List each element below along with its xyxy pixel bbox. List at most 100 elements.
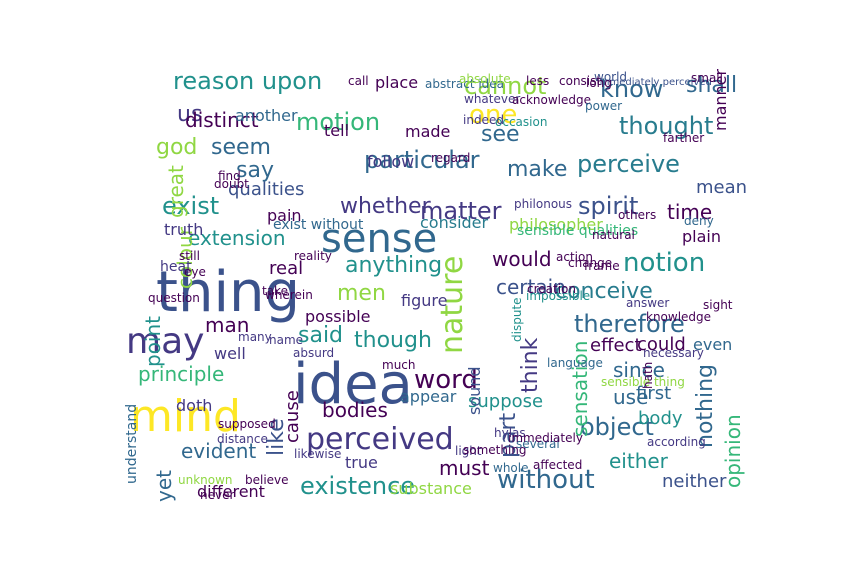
cloud-word: cannot [464,72,547,100]
cloud-word: find [218,169,241,183]
cloud-word: philosopher [509,215,603,234]
cloud-word: sensible qualities [517,223,639,239]
cloud-word: exist [162,192,220,220]
cloud-word: less [526,74,550,88]
cloud-word: body [638,408,683,429]
cloud-word: several [516,437,560,451]
cloud-word: cause [282,390,303,443]
cloud-word: long [586,76,612,90]
cloud-word: use [613,385,649,409]
cloud-word: eye [184,265,206,279]
cloud-word: absolute [459,72,511,86]
cloud-word: shall [686,73,738,98]
cloud-word: immediately perceived [597,77,712,88]
cloud-word: heat [160,259,192,275]
cloud-word: answer [626,296,670,310]
cloud-word: power [585,99,623,113]
cloud-word: hath [641,361,655,389]
cloud-word: wherein [265,288,313,302]
cloud-word: another [235,106,298,125]
cloud-word: whatever [464,92,521,106]
cloud-word: bodies [322,398,388,422]
cloud-word: doubt [214,177,249,191]
cloud-word: deny [684,214,714,228]
cloud-word: consider [420,213,489,232]
cloud-word: unknown [178,473,233,487]
cloud-word: us [177,102,203,127]
cloud-word: point [141,315,165,367]
cloud-word: word [414,365,478,395]
cloud-word: anything [345,253,443,278]
cloud-word: sight [703,298,733,312]
cloud-word: abstract idea [425,77,505,91]
cloud-word: place [375,73,419,92]
cloud-word: particular [364,146,480,174]
cloud-word: one [469,100,518,130]
cloud-word: philonous [514,197,573,211]
cloud-word: mind [130,391,241,442]
cloud-word: never [200,488,235,502]
cloud-word: different [197,482,265,501]
cloud-word: yet [152,470,176,502]
cloud-word: impossible [526,289,591,303]
cloud-word: language [547,356,603,370]
cloud-word: since [613,358,665,382]
cloud-word: question [148,291,200,305]
cloud-word: make [507,157,568,182]
cloud-word: man [205,313,250,337]
cloud-word: without [497,465,595,495]
cloud-word: absurd [293,346,335,360]
cloud-word: consist [559,74,602,88]
cloud-word: others [618,208,657,222]
cloud-word: action [556,250,593,264]
cloud-word: knowledge [646,310,712,324]
cloud-word: tell [324,121,350,140]
cloud-word: hylas [494,426,526,440]
cloud-word: matter [420,197,502,225]
cloud-word: seem [211,135,271,160]
cloud-word: indeed [463,113,504,127]
cloud-word: likewise [294,447,342,461]
cloud-word: necessary [643,346,704,360]
cloud-word: principle [138,362,225,386]
cloud-word: natural [592,228,635,242]
cloud-word: neither [662,471,727,492]
cloud-word: certain [496,275,566,299]
cloud-word: something [463,443,527,457]
cloud-word: true [345,453,378,472]
cloud-word: believe [245,473,289,487]
cloud-word: think [518,337,543,393]
cloud-word: according [647,435,706,449]
cloud-word: light [455,444,482,458]
cloud-word: follow [367,152,415,171]
cloud-word: made [405,122,451,141]
cloud-word: sound [465,366,484,415]
cloud-word: immediately [508,431,583,445]
cloud-word: perceived [306,422,454,457]
cloud-word: well [214,344,246,363]
cloud-word: sense [321,216,438,262]
cloud-word: great [164,165,188,218]
cloud-word: plain [682,227,721,246]
cloud-word: truth [164,220,204,239]
cloud-word: much [382,358,416,372]
cloud-word: perceive [577,150,680,178]
cloud-word: must [439,456,490,480]
cloud-word: supposed [218,417,276,431]
cloud-word: possible [305,307,371,326]
cloud-word: reason upon [173,69,323,95]
cloud-word: farther [663,131,705,145]
cloud-word: though [354,328,432,353]
cloud-word: appear [400,387,457,406]
cloud-word: name [269,333,304,347]
cloud-word: said [298,323,344,348]
cloud-word: see [481,122,520,147]
cloud-word: would [492,247,552,271]
cloud-word: say [236,158,274,183]
cloud-word: time [667,200,713,224]
cloud-word: world [594,70,628,84]
cloud-word: distinct [185,108,259,132]
cloud-word: whole [493,461,529,475]
cloud-word: change [568,256,613,270]
word-cloud: thing idea mind sense may perceived existence w… [108,69,756,502]
